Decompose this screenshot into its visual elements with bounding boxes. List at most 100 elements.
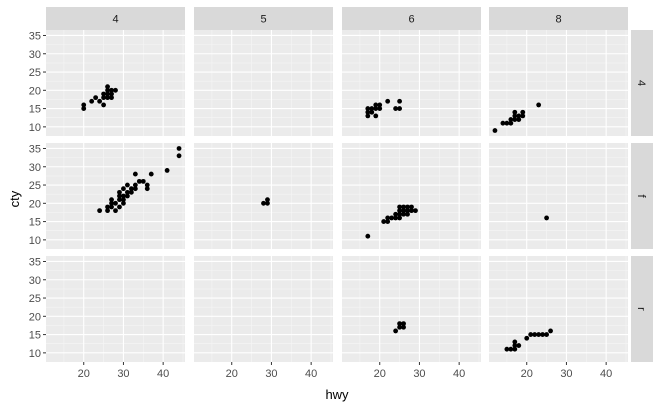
data-point (261, 200, 266, 206)
panel-background (194, 30, 333, 136)
facet-panel (46, 256, 185, 362)
x-tick-label: 20 (521, 368, 533, 380)
data-point (365, 109, 371, 115)
data-point (125, 193, 130, 199)
panel-background (194, 143, 333, 249)
data-point (500, 120, 506, 126)
x-axis-title: hwy (325, 387, 349, 402)
facet-panel (489, 143, 628, 249)
row-strip (631, 256, 653, 362)
data-point (520, 109, 526, 115)
data-point (109, 200, 114, 206)
facet-panel (194, 256, 333, 362)
data-point (516, 113, 522, 119)
y-tick-label: 15 (29, 104, 41, 116)
data-point (393, 328, 399, 334)
data-point (512, 343, 518, 348)
data-point (121, 200, 126, 206)
data-point (401, 204, 406, 210)
data-point (101, 95, 106, 101)
data-point (144, 186, 150, 192)
data-point (369, 109, 375, 115)
data-point (109, 91, 114, 97)
data-point (393, 211, 399, 217)
data-point (105, 204, 110, 210)
data-point (373, 102, 379, 108)
data-point (128, 189, 134, 195)
data-point (93, 95, 99, 101)
facet-panel (342, 143, 481, 249)
y-tick-label: 15 (29, 217, 41, 229)
data-point (409, 204, 414, 210)
y-tick-label: 35 (29, 30, 41, 42)
data-point (128, 186, 134, 192)
data-point (397, 321, 402, 327)
data-point (144, 182, 150, 188)
data-point (397, 204, 402, 210)
data-point (536, 332, 542, 337)
data-point (117, 193, 122, 199)
facet-panel (342, 30, 481, 136)
y-tick-label: 25 (29, 293, 41, 305)
data-point (101, 102, 106, 108)
data-point (532, 332, 538, 337)
data-point (132, 171, 138, 177)
data-point (164, 168, 170, 173)
column-strip-label: 6 (408, 14, 414, 26)
facet-panel (194, 143, 333, 249)
y-tick-label: 25 (29, 180, 41, 192)
panel-background (46, 143, 185, 249)
data-point (405, 208, 410, 214)
data-point (117, 204, 122, 210)
data-point (140, 178, 146, 184)
panel-background (489, 256, 628, 362)
data-point (520, 113, 526, 119)
data-point (132, 182, 138, 188)
data-point (176, 153, 182, 159)
x-tick-label: 40 (600, 368, 612, 380)
data-point (401, 324, 406, 330)
data-point (385, 98, 391, 104)
panel-background (46, 256, 185, 362)
data-point (121, 197, 126, 203)
panel-background (194, 256, 333, 362)
panel-background (489, 143, 628, 249)
data-point (409, 208, 414, 214)
y-axis-title: cty (7, 190, 22, 207)
row-strip (631, 143, 653, 249)
panel-background (46, 30, 185, 136)
column-strip-label: 8 (555, 14, 561, 26)
data-point (512, 113, 518, 119)
data-point (377, 102, 383, 108)
data-point (492, 128, 498, 133)
column-strip (342, 7, 481, 30)
y-tick-label: 10 (29, 122, 41, 134)
y-tick-label: 30 (29, 162, 41, 174)
data-point (132, 186, 138, 192)
x-tick-label: 30 (413, 368, 425, 380)
data-point (397, 215, 402, 221)
data-point (369, 106, 375, 111)
data-point (393, 215, 399, 221)
data-point (121, 193, 126, 199)
data-point (373, 113, 379, 119)
facet-panel (489, 30, 628, 136)
panels-layer (46, 30, 628, 362)
data-point (365, 113, 371, 119)
data-point (89, 98, 95, 104)
x-tick-label: 40 (305, 368, 317, 380)
data-point (121, 186, 126, 192)
data-point (105, 84, 110, 90)
data-point (397, 211, 402, 217)
x-tick-label: 40 (453, 368, 465, 380)
data-point (109, 95, 114, 101)
data-point (405, 211, 410, 217)
data-point (512, 346, 518, 352)
data-point (385, 215, 391, 221)
data-point (508, 120, 514, 126)
data-point (544, 215, 549, 221)
axes-layer: 10 15 20 25 30 35 10 15 20 25 30 35 10 15 20 25 30 35 20 30… (29, 30, 613, 380)
x-tick-label: 30 (265, 368, 277, 380)
data-point (401, 208, 406, 214)
